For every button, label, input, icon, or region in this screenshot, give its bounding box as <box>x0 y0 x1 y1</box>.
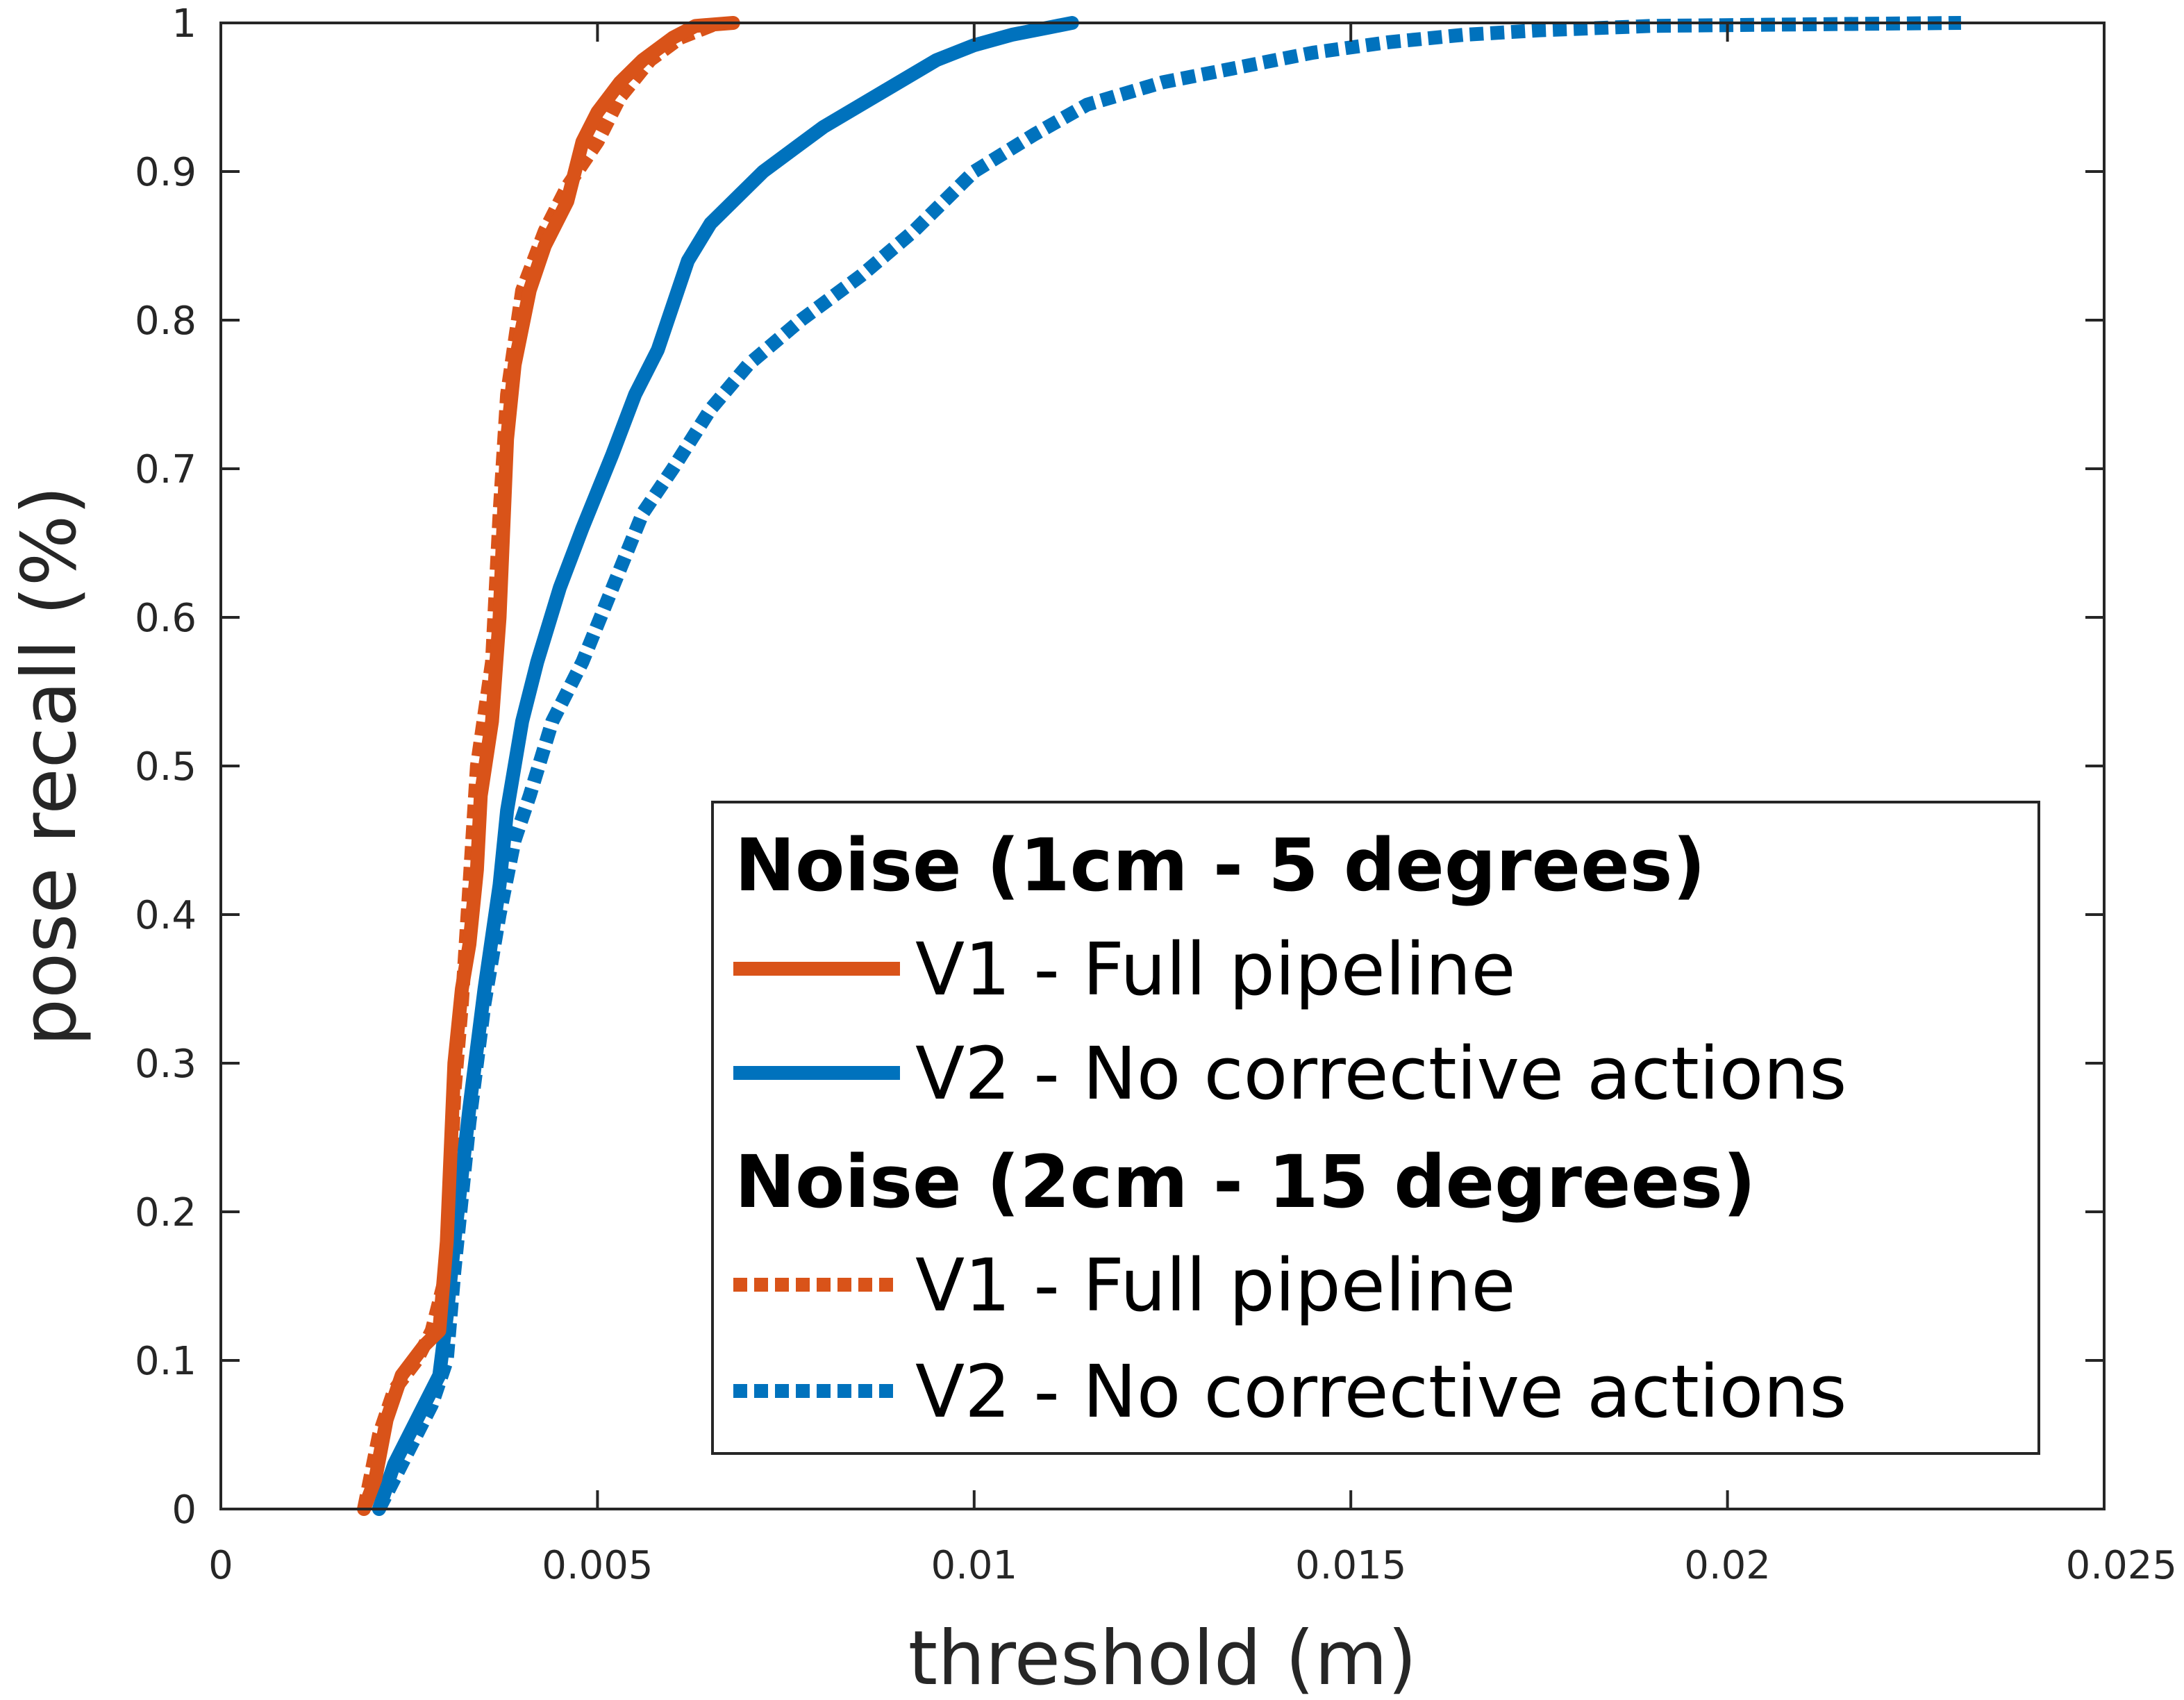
legend-label-v2-solid: V2 - No corrective actions <box>915 1031 1847 1116</box>
legend-heading-noise-1: Noise (1cm - 5 degrees) <box>735 823 1706 908</box>
y-tick-label: 0 <box>172 1488 197 1533</box>
x-axis-title: threshold (m) <box>908 1615 1417 1700</box>
x-tick-label: 0.01 <box>931 1543 1017 1588</box>
legend-heading-noise-2: Noise (2cm - 15 degrees) <box>735 1140 1756 1224</box>
y-tick-label: 0.6 <box>135 596 197 641</box>
y-axis-title: pose recall (%) <box>6 486 93 1047</box>
x-tick-label: 0 <box>208 1543 233 1588</box>
axis-ticks: 0 0.005 0.01 0.015 0.02 0.025 0 0.1 0.2 0.3 0.4 0.5… <box>135 1 2177 1588</box>
legend-label-v2-dotted: V2 - No corrective actions <box>915 1349 1847 1434</box>
x-tick-label: 0.015 <box>1295 1543 1406 1588</box>
legend-label-v1-solid: V1 - Full pipeline <box>915 927 1515 1012</box>
legend-label-v1-dotted: V1 - Full pipeline <box>915 1243 1515 1328</box>
series-layer <box>357 16 1961 1516</box>
y-tick-label: 1 <box>172 1 197 47</box>
legend-box <box>711 801 2040 1455</box>
x-tick-label: 0.005 <box>542 1543 653 1588</box>
series-line-v2-solid <box>372 16 1079 1516</box>
series-line-v1-solid <box>357 16 740 1516</box>
y-tick-label: 0.3 <box>135 1042 197 1087</box>
y-tick-label: 0.9 <box>135 150 197 195</box>
y-tick-label: 0.7 <box>135 447 197 492</box>
y-tick-label: 0.4 <box>135 893 197 938</box>
y-tick-label: 0.8 <box>135 299 197 344</box>
y-tick-label: 0.5 <box>135 744 197 790</box>
y-tick-label: 0.1 <box>135 1339 197 1384</box>
x-tick-label: 0.025 <box>2066 1543 2177 1588</box>
legend: Noise (1cm - 5 degrees) V1 - Full pipeli… <box>711 801 2040 1455</box>
y-tick-label: 0.2 <box>135 1190 197 1235</box>
x-tick-label: 0.02 <box>1684 1543 1771 1588</box>
